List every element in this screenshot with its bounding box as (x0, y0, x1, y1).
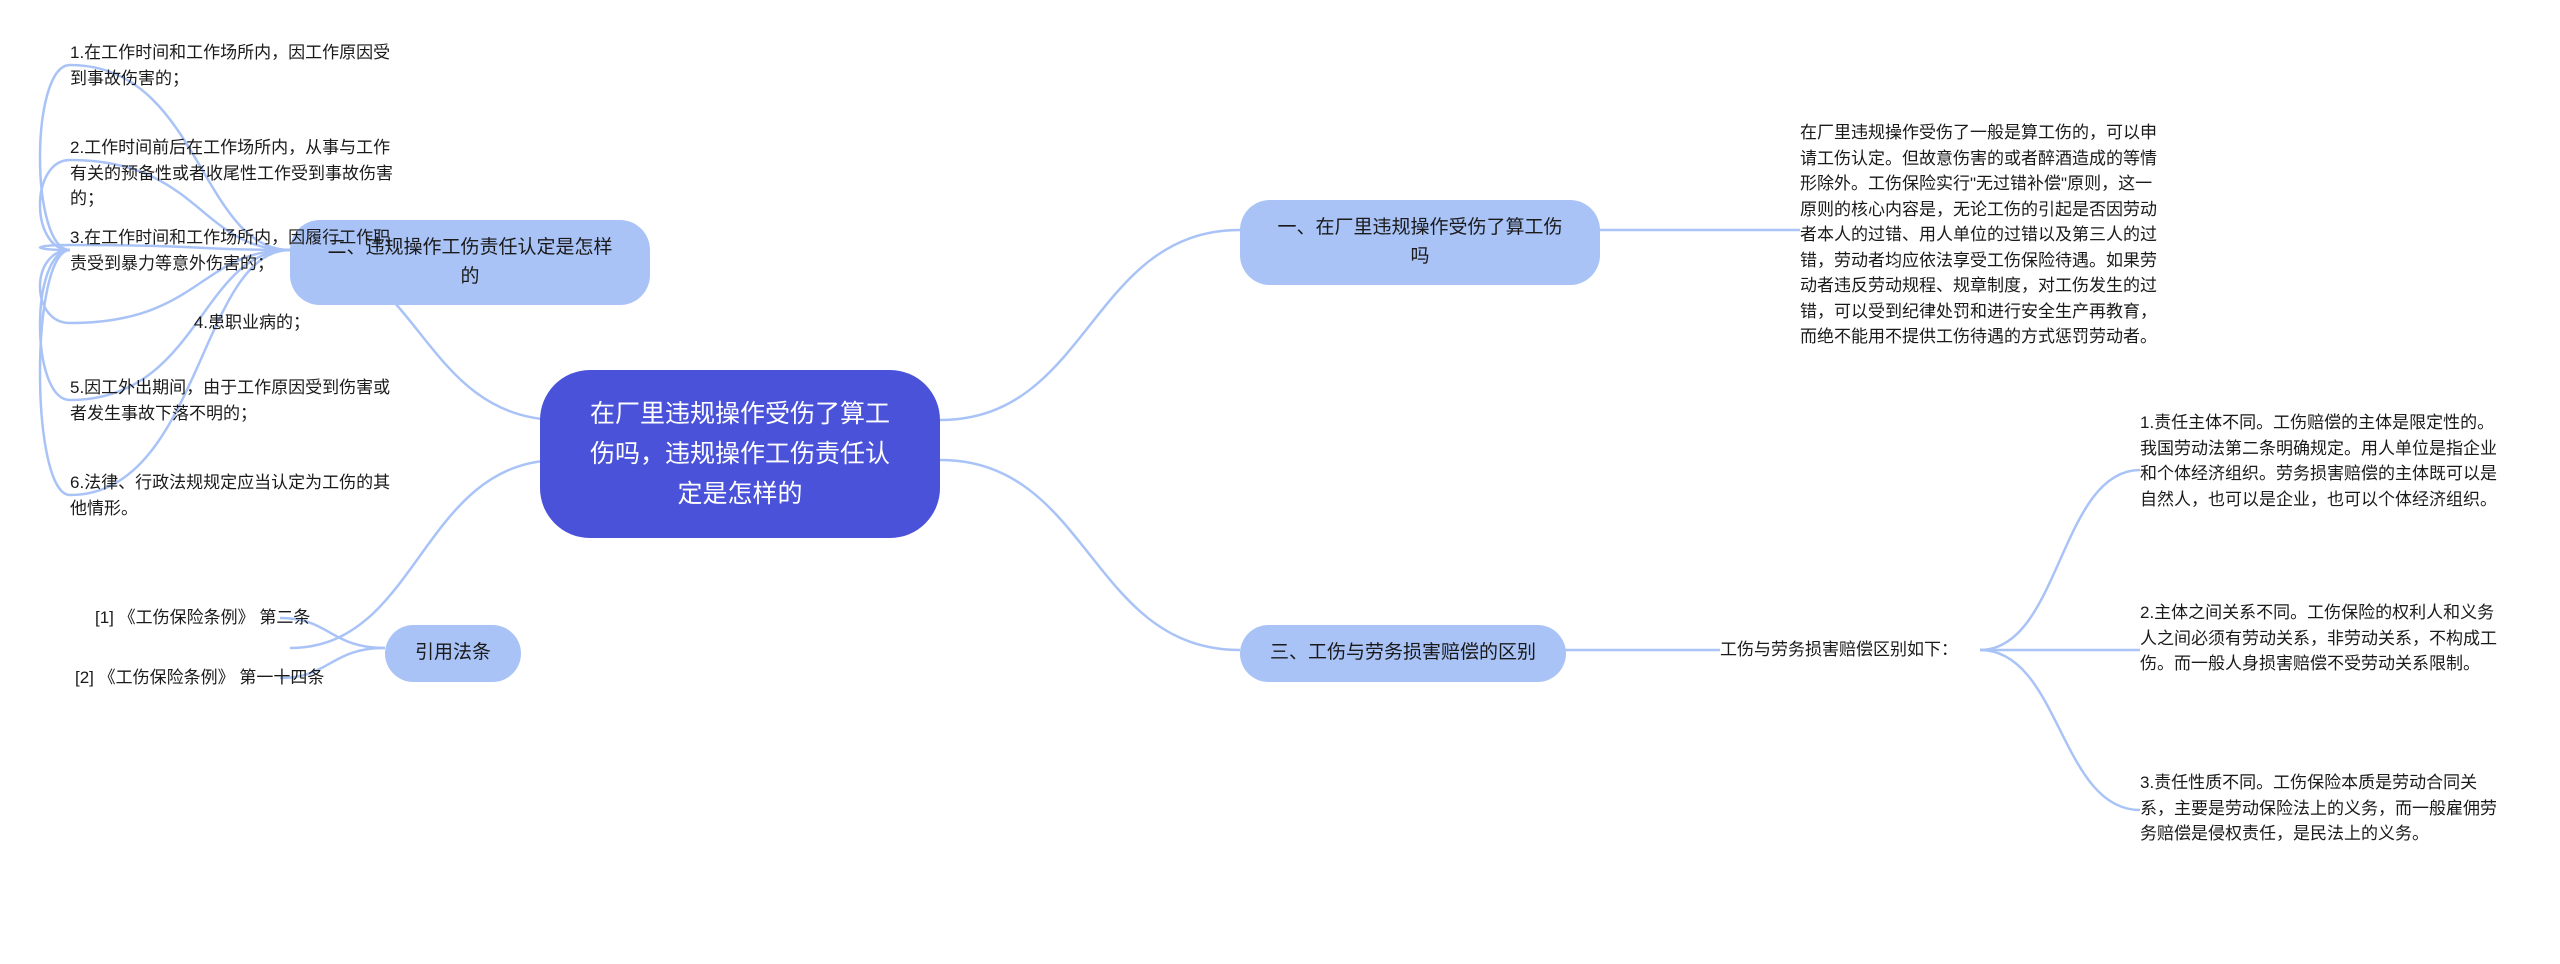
branch-right-1[interactable]: 一、在厂里违规操作受伤了算工伤吗 (1240, 200, 1600, 285)
leaf-right-3-1-text: 1.责任主体不同。工伤赔偿的主体是限定性的。我国劳动法第二条明确规定。用人单位是… (2140, 413, 2497, 509)
leaf-left-2-4-text: 4.患职业病的； (194, 313, 310, 332)
leaf-left-2-6-text: 6.法律、行政法规规定应当认定为工伤的其他情形。 (70, 473, 390, 518)
leaf-right-1-1-text: 在厂里违规操作受伤了一般是算工伤的，可以申请工伤认定。但故意伤害的或者醉酒造成的… (1800, 123, 2157, 346)
leaf-left-cite-2-text: [2] 《工伤保险条例》 第一十四条 (75, 668, 324, 687)
leaf-left-2-2-text: 2.工作时间前后在工作场所内，从事与工作有关的预备性或者收尾性工作受到事故伤害的… (70, 138, 393, 208)
leaf-right-3-2: 2.主体之间关系不同。工伤保险的权利人和义务人之间必须有劳动关系，非劳动关系，不… (2140, 600, 2500, 677)
leaf-left-2-1: 1.在工作时间和工作场所内，因工作原因受到事故伤害的； (70, 40, 400, 91)
leaf-left-cite-1: [1] 《工伤保险条例》 第二条 (95, 605, 310, 631)
leaf-left-2-4: 4.患职业病的； (70, 310, 310, 336)
leaf-left-2-1-text: 1.在工作时间和工作场所内，因工作原因受到事故伤害的； (70, 43, 390, 88)
leaf-right-3-3-text: 3.责任性质不同。工伤保险本质是劳动合同关系，主要是劳动保险法上的义务，而一般雇… (2140, 773, 2497, 843)
branch-left-cite-label: 引用法条 (415, 642, 491, 663)
leaf-left-cite-2: [2] 《工伤保险条例》 第一十四条 (75, 665, 324, 691)
leaf-left-2-3-text: 3.在工作时间和工作场所内，因履行工作职责受到暴力等意外伤害的； (70, 228, 390, 273)
branch-right-3[interactable]: 三、工伤与劳务损害赔偿的区别 (1240, 625, 1566, 682)
root-text: 在厂里违规操作受伤了算工伤吗，违规操作工伤责任认定是怎样的 (590, 400, 890, 508)
branch-left-cite[interactable]: 引用法条 (385, 625, 521, 682)
leaf-left-2-3: 3.在工作时间和工作场所内，因履行工作职责受到暴力等意外伤害的； (70, 225, 400, 276)
leaf-right-3-intermediate: 工伤与劳务损害赔偿区别如下： (1720, 637, 1958, 663)
leaf-right-3-1: 1.责任主体不同。工伤赔偿的主体是限定性的。我国劳动法第二条明确规定。用人单位是… (2140, 410, 2500, 512)
branch-right-3-label: 三、工伤与劳务损害赔偿的区别 (1270, 642, 1536, 663)
root-node[interactable]: 在厂里违规操作受伤了算工伤吗，违规操作工伤责任认定是怎样的 (540, 370, 940, 538)
leaf-right-3-2-text: 2.主体之间关系不同。工伤保险的权利人和义务人之间必须有劳动关系，非劳动关系，不… (2140, 603, 2497, 673)
leaf-left-2-6: 6.法律、行政法规规定应当认定为工伤的其他情形。 (70, 470, 400, 521)
branch-right-1-label: 一、在厂里违规操作受伤了算工伤吗 (1277, 217, 1562, 267)
leaf-right-3-intermediate-text: 工伤与劳务损害赔偿区别如下： (1720, 640, 1958, 659)
leaf-right-1-1: 在厂里违规操作受伤了一般是算工伤的，可以申请工伤认定。但故意伤害的或者醉酒造成的… (1800, 120, 2160, 350)
leaf-left-2-5-text: 5.因工外出期间，由于工作原因受到伤害或者发生事故下落不明的； (70, 378, 390, 423)
leaf-left-cite-1-text: [1] 《工伤保险条例》 第二条 (95, 608, 310, 627)
leaf-left-2-5: 5.因工外出期间，由于工作原因受到伤害或者发生事故下落不明的； (70, 375, 400, 426)
leaf-right-3-3: 3.责任性质不同。工伤保险本质是劳动合同关系，主要是劳动保险法上的义务，而一般雇… (2140, 770, 2500, 847)
leaf-left-2-2: 2.工作时间前后在工作场所内，从事与工作有关的预备性或者收尾性工作受到事故伤害的… (70, 135, 400, 212)
